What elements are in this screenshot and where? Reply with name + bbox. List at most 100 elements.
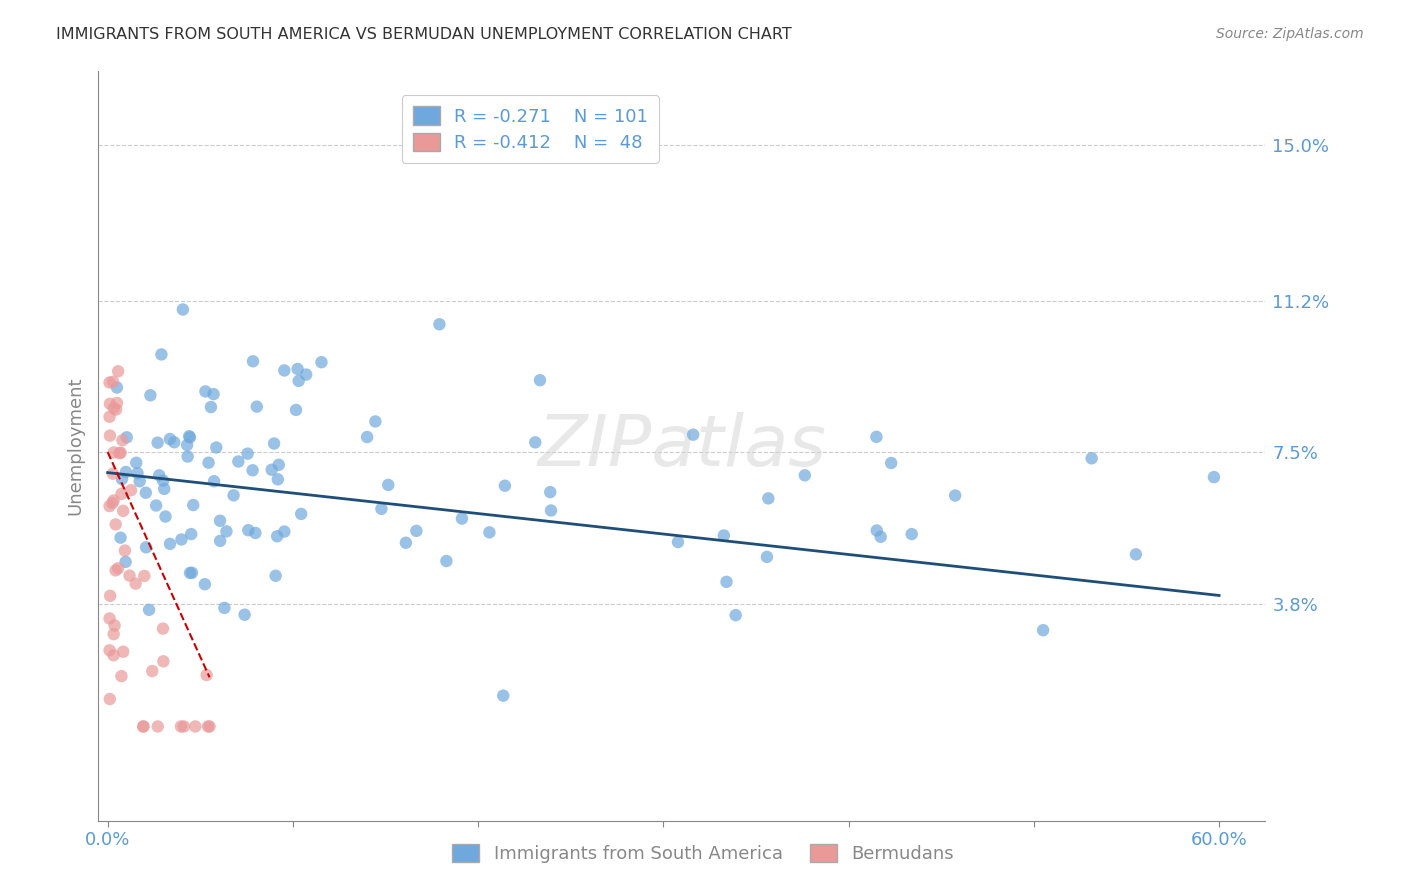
Point — [101, 496, 124, 510]
Point — [184, 719, 207, 733]
Point — [202, 387, 225, 401]
Point — [179, 430, 201, 444]
Point — [1080, 451, 1102, 466]
Point — [127, 466, 149, 480]
Point — [197, 456, 219, 470]
Point — [311, 355, 333, 369]
Text: Source: ZipAtlas.com: Source: ZipAtlas.com — [1216, 27, 1364, 41]
Point — [110, 531, 132, 545]
Point — [266, 529, 288, 543]
Point — [716, 574, 738, 589]
Point — [194, 384, 217, 399]
Point — [943, 488, 966, 502]
Point — [260, 463, 283, 477]
Point — [114, 543, 136, 558]
Point — [273, 524, 295, 539]
Point — [238, 523, 260, 537]
Point — [524, 435, 547, 450]
Point — [666, 535, 689, 549]
Point — [105, 380, 128, 394]
Point — [105, 396, 128, 410]
Point — [222, 488, 245, 502]
Point — [103, 401, 125, 416]
Point — [138, 603, 160, 617]
Point — [370, 501, 392, 516]
Point — [98, 428, 121, 442]
Point — [242, 354, 264, 368]
Point — [364, 414, 387, 428]
Point — [273, 363, 295, 377]
Point — [755, 549, 778, 564]
Point — [405, 524, 427, 538]
Point — [163, 435, 186, 450]
Text: IMMIGRANTS FROM SOUTH AMERICA VS BERMUDAN UNEMPLOYMENT CORRELATION CHART: IMMIGRANTS FROM SOUTH AMERICA VS BERMUDA… — [56, 27, 792, 42]
Point — [198, 719, 221, 733]
Point — [150, 347, 173, 361]
Point — [236, 447, 259, 461]
Point — [263, 436, 285, 450]
Point — [356, 430, 378, 444]
Point — [152, 654, 174, 668]
Point — [900, 527, 922, 541]
Point — [194, 577, 217, 591]
Point — [264, 568, 287, 582]
Point — [159, 537, 181, 551]
Point — [429, 318, 451, 332]
Point — [181, 498, 204, 512]
Point — [115, 465, 138, 479]
Point — [285, 403, 308, 417]
Point — [108, 446, 131, 460]
Point — [111, 472, 134, 486]
Point — [101, 375, 124, 389]
Point — [134, 569, 156, 583]
Point — [290, 507, 312, 521]
Point — [114, 555, 136, 569]
Point — [103, 618, 125, 632]
Point — [107, 364, 129, 378]
Point — [233, 607, 256, 622]
Text: ZIPatlas: ZIPatlas — [537, 411, 827, 481]
Point — [242, 463, 264, 477]
Point — [214, 600, 236, 615]
Point — [115, 430, 138, 444]
Point — [146, 435, 169, 450]
Point — [98, 692, 121, 706]
Point — [104, 563, 127, 577]
Point — [451, 511, 474, 525]
Point — [98, 611, 121, 625]
Point — [865, 430, 887, 444]
Point — [1202, 470, 1225, 484]
Point — [98, 376, 121, 390]
Point — [110, 487, 132, 501]
Point — [101, 467, 124, 481]
Point — [1032, 624, 1054, 638]
Point — [98, 409, 121, 424]
Point — [793, 468, 815, 483]
Point — [205, 441, 228, 455]
Point — [724, 608, 747, 623]
Point — [267, 458, 290, 472]
Point — [287, 362, 309, 376]
Point — [148, 468, 170, 483]
Legend: R = -0.271    N = 101, R = -0.412    N =  48: R = -0.271 N = 101, R = -0.412 N = 48 — [402, 95, 659, 163]
Y-axis label: Unemployment: Unemployment — [66, 376, 84, 516]
Point — [880, 456, 903, 470]
Point — [267, 472, 290, 486]
Point — [112, 504, 135, 518]
Point — [132, 719, 155, 733]
Point — [98, 499, 121, 513]
Point — [713, 528, 735, 542]
Point — [478, 525, 501, 540]
Point — [98, 643, 121, 657]
Point — [492, 689, 515, 703]
Point — [395, 535, 418, 549]
Point — [209, 514, 232, 528]
Point — [141, 664, 163, 678]
Point — [869, 530, 891, 544]
Point — [245, 525, 267, 540]
Point — [152, 622, 174, 636]
Point — [135, 485, 157, 500]
Point — [103, 445, 125, 459]
Point — [170, 533, 193, 547]
Point — [246, 400, 269, 414]
